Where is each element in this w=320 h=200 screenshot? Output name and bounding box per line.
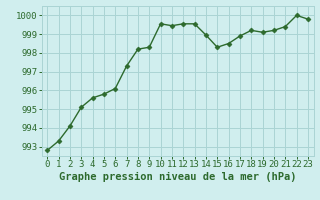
X-axis label: Graphe pression niveau de la mer (hPa): Graphe pression niveau de la mer (hPa) bbox=[59, 172, 296, 182]
